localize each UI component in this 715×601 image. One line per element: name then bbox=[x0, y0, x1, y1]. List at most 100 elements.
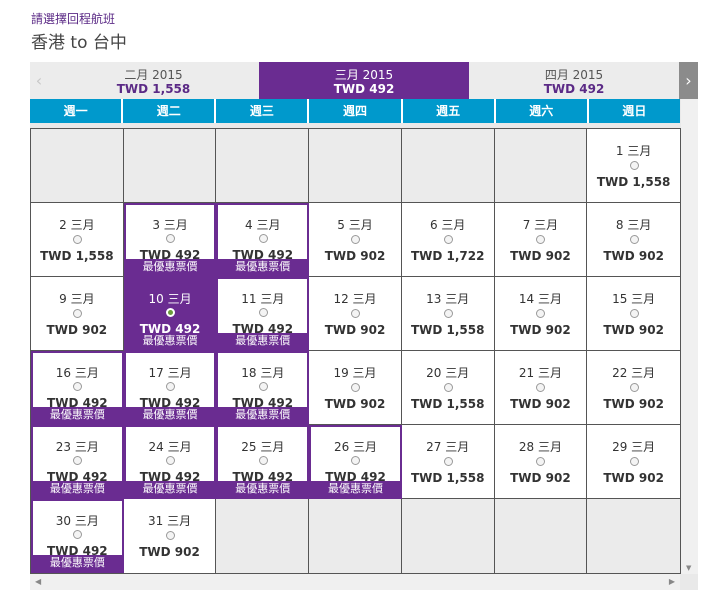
day-price: TWD 492 bbox=[139, 248, 201, 262]
month-tab-name: 三月 2015 bbox=[334, 68, 394, 82]
day-cell[interactable]: 26 三月 TWD 492 最優惠票價 bbox=[309, 425, 402, 499]
day-cell[interactable]: 6 三月 TWD 1,722 bbox=[401, 203, 495, 277]
day-radio[interactable] bbox=[629, 457, 639, 466]
day-cell[interactable]: 11 三月 TWD 492 最優惠票價 bbox=[216, 277, 310, 351]
weekday-fri: 週五 bbox=[402, 99, 496, 123]
day-cell[interactable]: 28 三月 TWD 902 bbox=[494, 425, 588, 499]
day-price: TWD 902 bbox=[603, 397, 664, 411]
day-cell[interactable]: 22 三月 TWD 902 bbox=[587, 351, 680, 425]
next-month-button[interactable]: › bbox=[679, 62, 698, 99]
day-radio[interactable] bbox=[536, 309, 546, 318]
day-radio[interactable] bbox=[443, 383, 453, 392]
day-radio[interactable] bbox=[166, 456, 176, 465]
day-cell[interactable]: 16 三月 TWD 492 最優惠票價 bbox=[31, 351, 124, 425]
scroll-right-icon[interactable]: ▶ bbox=[668, 577, 675, 586]
month-tab-apr[interactable]: 四月 2015 TWD 492 bbox=[469, 62, 679, 99]
day-cell[interactable]: 31 三月 TWD 902 bbox=[123, 499, 217, 573]
day-radio[interactable] bbox=[72, 309, 82, 318]
scroll-down-icon[interactable]: ▼ bbox=[686, 564, 692, 572]
day-cell[interactable]: 1 三月 TWD 1,558 bbox=[587, 129, 680, 203]
day-price: TWD 902 bbox=[603, 323, 664, 337]
day-cell[interactable]: 13 三月 TWD 1,558 bbox=[401, 277, 495, 351]
day-date: 24 三月 bbox=[148, 440, 192, 454]
day-price: TWD 902 bbox=[324, 397, 386, 411]
day-price: TWD 902 bbox=[46, 323, 108, 337]
day-cell[interactable]: 8 三月 TWD 902 bbox=[587, 203, 680, 277]
day-cell[interactable]: 20 三月 TWD 1,558 bbox=[401, 351, 495, 425]
best-fare-badge: 最優惠票價 bbox=[33, 481, 122, 497]
day-radio[interactable] bbox=[629, 309, 639, 318]
day-cell[interactable]: 15 三月 TWD 902 bbox=[587, 277, 680, 351]
empty-day-cell bbox=[216, 129, 310, 203]
day-cell[interactable]: 27 三月 TWD 1,558 bbox=[401, 425, 495, 499]
day-date: 18 三月 bbox=[241, 366, 285, 380]
day-radio[interactable] bbox=[72, 235, 82, 244]
weekday-header: 週一 週二 週三 週四 週五 週六 週日 bbox=[30, 99, 680, 123]
day-radio[interactable] bbox=[629, 235, 639, 244]
day-radio[interactable] bbox=[73, 530, 83, 539]
day-cell[interactable]: 25 三月 TWD 492 最優惠票價 bbox=[216, 425, 310, 499]
day-cell[interactable]: 3 三月 TWD 492 最優惠票價 bbox=[123, 203, 217, 277]
best-fare-badge: 最優惠票價 bbox=[218, 407, 308, 423]
day-cell[interactable]: 9 三月 TWD 902 bbox=[31, 277, 124, 351]
day-radio[interactable] bbox=[166, 234, 176, 243]
day-cell[interactable]: 10 三月 TWD 492 最優惠票價 bbox=[123, 277, 217, 351]
day-radio[interactable] bbox=[166, 382, 176, 391]
day-price: TWD 902 bbox=[603, 471, 664, 485]
month-tab-feb[interactable]: 二月 2015 TWD 1,558 bbox=[48, 62, 259, 99]
day-radio[interactable] bbox=[443, 457, 453, 466]
empty-day-cell bbox=[123, 129, 217, 203]
day-cell[interactable]: 4 三月 TWD 492 最優惠票價 bbox=[216, 203, 310, 277]
day-cell[interactable]: 30 三月 TWD 492 最優惠票價 bbox=[31, 499, 124, 573]
day-date: 1 三月 bbox=[615, 144, 652, 158]
day-cell[interactable]: 24 三月 TWD 492 最優惠票價 bbox=[123, 425, 217, 499]
day-radio[interactable] bbox=[73, 382, 83, 391]
empty-day-cell bbox=[31, 129, 124, 203]
vertical-scrollbar[interactable]: ▼ bbox=[681, 99, 698, 574]
day-radio[interactable] bbox=[258, 308, 268, 317]
horizontal-scrollbar[interactable]: ◀ ▶ bbox=[30, 574, 680, 590]
day-price: TWD 1,722 bbox=[410, 249, 485, 263]
day-radio[interactable] bbox=[536, 383, 546, 392]
day-radio[interactable] bbox=[166, 308, 176, 317]
day-date: 4 三月 bbox=[245, 218, 281, 232]
day-radio[interactable] bbox=[258, 456, 268, 465]
day-radio[interactable] bbox=[536, 457, 546, 466]
day-radio[interactable] bbox=[443, 309, 453, 318]
day-cell[interactable]: 19 三月 TWD 902 bbox=[309, 351, 402, 425]
day-cell[interactable]: 18 三月 TWD 492 最優惠票價 bbox=[216, 351, 310, 425]
day-radio[interactable] bbox=[258, 382, 268, 391]
day-date: 26 三月 bbox=[333, 440, 378, 454]
day-radio[interactable] bbox=[258, 234, 268, 243]
day-radio[interactable] bbox=[629, 383, 639, 392]
day-radio[interactable] bbox=[73, 456, 83, 465]
day-cell[interactable]: 21 三月 TWD 902 bbox=[494, 351, 588, 425]
best-fare-badge: 最優惠票價 bbox=[311, 481, 400, 497]
day-cell[interactable]: 5 三月 TWD 902 bbox=[309, 203, 402, 277]
day-date: 13 三月 bbox=[426, 292, 470, 306]
day-cell[interactable]: 17 三月 TWD 492 最優惠票價 bbox=[123, 351, 217, 425]
day-radio[interactable] bbox=[350, 309, 360, 318]
day-cell[interactable]: 2 三月 TWD 1,558 bbox=[31, 203, 124, 277]
best-fare-badge: 最優惠票價 bbox=[33, 407, 122, 423]
best-fare-badge: 最優惠票價 bbox=[218, 259, 308, 275]
day-radio[interactable] bbox=[351, 456, 361, 465]
month-tab-price: TWD 1,558 bbox=[116, 82, 191, 96]
day-cell[interactable]: 12 三月 TWD 902 bbox=[309, 277, 402, 351]
day-radio[interactable] bbox=[165, 531, 175, 540]
day-date: 28 三月 bbox=[518, 440, 562, 454]
day-radio[interactable] bbox=[629, 161, 639, 170]
day-date: 25 三月 bbox=[241, 440, 285, 454]
day-radio[interactable] bbox=[350, 383, 360, 392]
chevron-right-icon: › bbox=[685, 71, 692, 90]
day-radio[interactable] bbox=[443, 235, 453, 244]
day-cell[interactable]: 14 三月 TWD 902 bbox=[494, 277, 588, 351]
prev-month-button[interactable]: ‹ bbox=[30, 62, 48, 99]
month-tab-mar[interactable]: 三月 2015 TWD 492 bbox=[259, 62, 469, 99]
day-radio[interactable] bbox=[350, 235, 360, 244]
day-radio[interactable] bbox=[536, 235, 546, 244]
day-cell[interactable]: 7 三月 TWD 902 bbox=[494, 203, 588, 277]
scroll-left-icon[interactable]: ◀ bbox=[35, 577, 42, 586]
day-cell[interactable]: 29 三月 TWD 902 bbox=[587, 425, 680, 499]
day-cell[interactable]: 23 三月 TWD 492 最優惠票價 bbox=[31, 425, 124, 499]
